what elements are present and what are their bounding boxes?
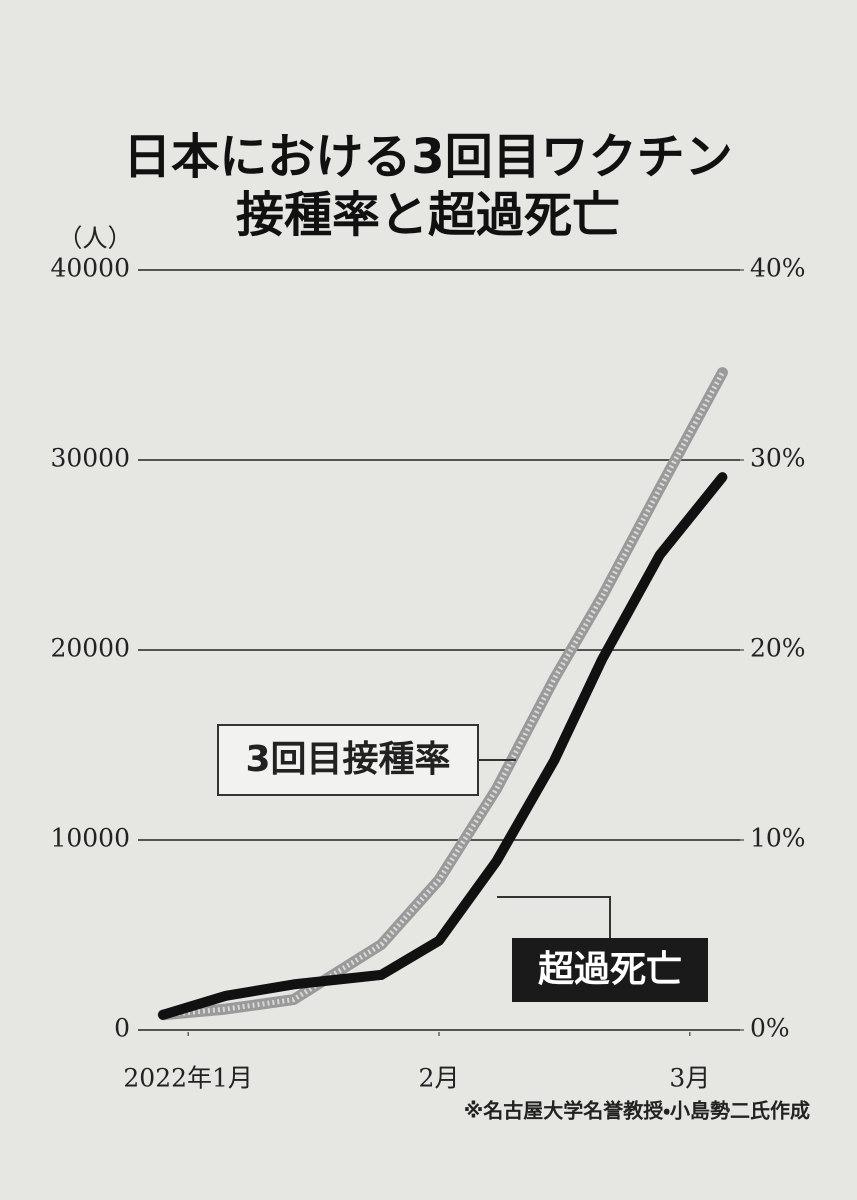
y2-tick-label: 40% [750, 254, 806, 283]
y2-tick-label: 0% [750, 1014, 790, 1043]
x-tick-label: 2月 [419, 1064, 460, 1093]
y-tick-label: 40000 [50, 254, 130, 283]
chart-title-line-2: 接種率と超過死亡 [236, 187, 620, 243]
source-note: ※名古屋大学名誉教授・小島勢二氏作成 [464, 1099, 810, 1123]
y2-tick-label: 10% [750, 824, 806, 853]
plot-area: 0 10000 20000 30000 40000 0% 10% 20% 30% 40% 2022年… [50, 254, 805, 1093]
y-tick-label: 30000 [50, 444, 130, 473]
y-tick-label: 20000 [50, 634, 130, 663]
x-tick-label: 2022年1月 [123, 1064, 253, 1093]
label-box [512, 938, 708, 1002]
series-line [158, 472, 728, 1020]
y-tick-label: 10000 [50, 824, 130, 853]
y-axis-unit: （人） [57, 224, 132, 253]
series-label: 超過死亡 [538, 949, 682, 990]
x-tick-label: 3月 [669, 1064, 710, 1093]
y2-tick-label: 20% [750, 634, 806, 663]
label-box [217, 724, 479, 796]
line-hatch [162, 371, 725, 1018]
y2-tick-label: 30% [750, 444, 806, 473]
series-label: 3回目接種率 [245, 739, 450, 780]
y-tick-label: 0 [114, 1014, 130, 1043]
leader-line [497, 896, 611, 938]
chart-title-line-1: 日本における3回目ワクチン [123, 129, 732, 185]
